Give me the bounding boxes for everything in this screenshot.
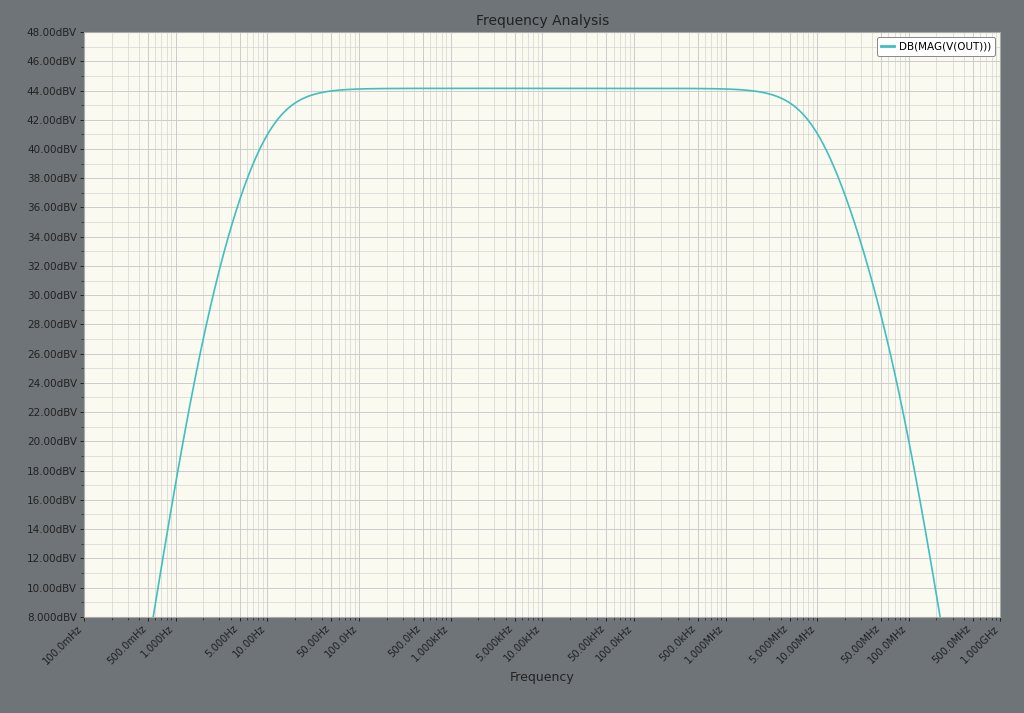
Title: Frequency Analysis: Frequency Analysis	[475, 14, 609, 28]
X-axis label: Frequency: Frequency	[510, 671, 574, 684]
Legend: DB(MAG(V(OUT))): DB(MAG(V(OUT)))	[877, 37, 995, 56]
